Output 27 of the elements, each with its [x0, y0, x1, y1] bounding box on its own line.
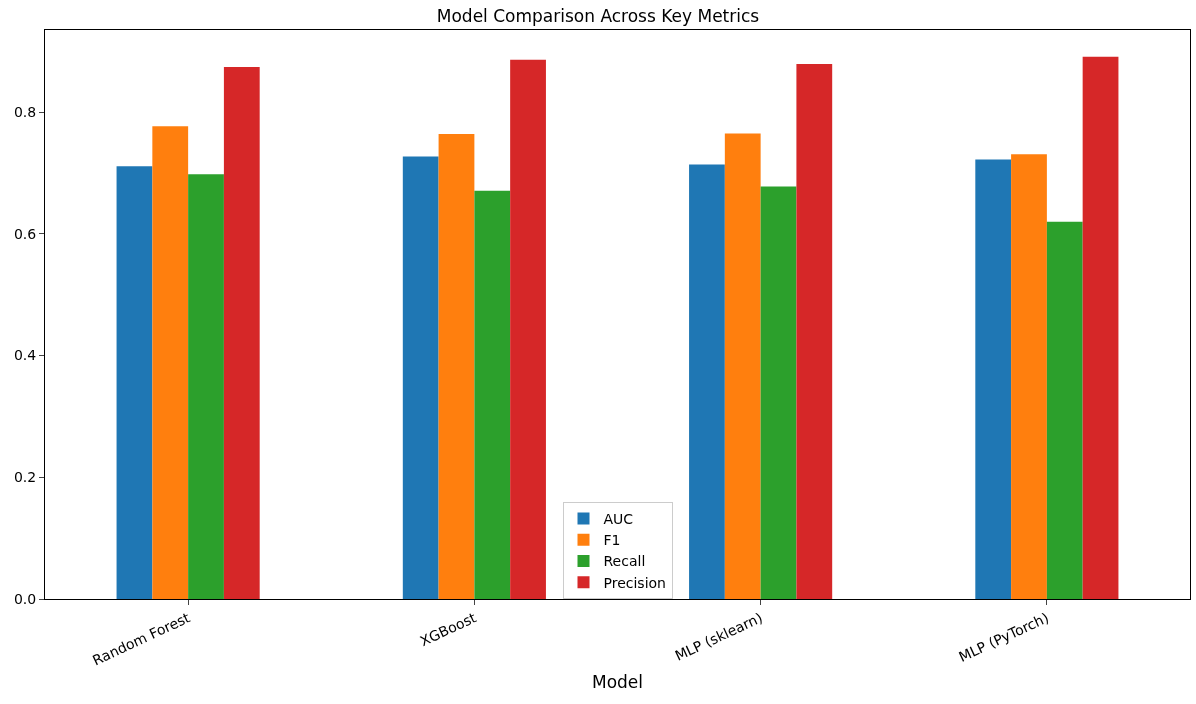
chart-title: Model Comparison Across Key Metrics: [436, 6, 760, 27]
bar: [152, 126, 189, 599]
bar: [510, 59, 546, 599]
x-axis-title: Model: [591, 671, 644, 692]
y-tick-label: 0.2: [13, 469, 37, 486]
bar: [689, 164, 725, 599]
bar: [474, 190, 511, 599]
bar: [1082, 56, 1119, 599]
legend-label: Precision: [603, 574, 666, 591]
y-tick-label: 0.6: [13, 225, 37, 242]
bar: [760, 186, 797, 599]
bar: [1046, 221, 1083, 599]
bar: [188, 174, 224, 599]
y-tick-label: 0.4: [13, 347, 37, 364]
bar: [402, 156, 439, 599]
y-tick-label: 0.0: [13, 590, 37, 607]
legend-label: Recall: [603, 553, 646, 570]
legend-label: AUC: [603, 511, 634, 528]
bar: [724, 133, 761, 599]
bar: [796, 64, 833, 599]
y-tick-label: 0.8: [13, 104, 37, 121]
bar: [438, 134, 475, 599]
bar: [223, 67, 260, 599]
bar: [975, 159, 1012, 599]
bar: [116, 166, 153, 599]
bar: [1011, 154, 1047, 599]
legend-label: F1: [603, 532, 621, 549]
